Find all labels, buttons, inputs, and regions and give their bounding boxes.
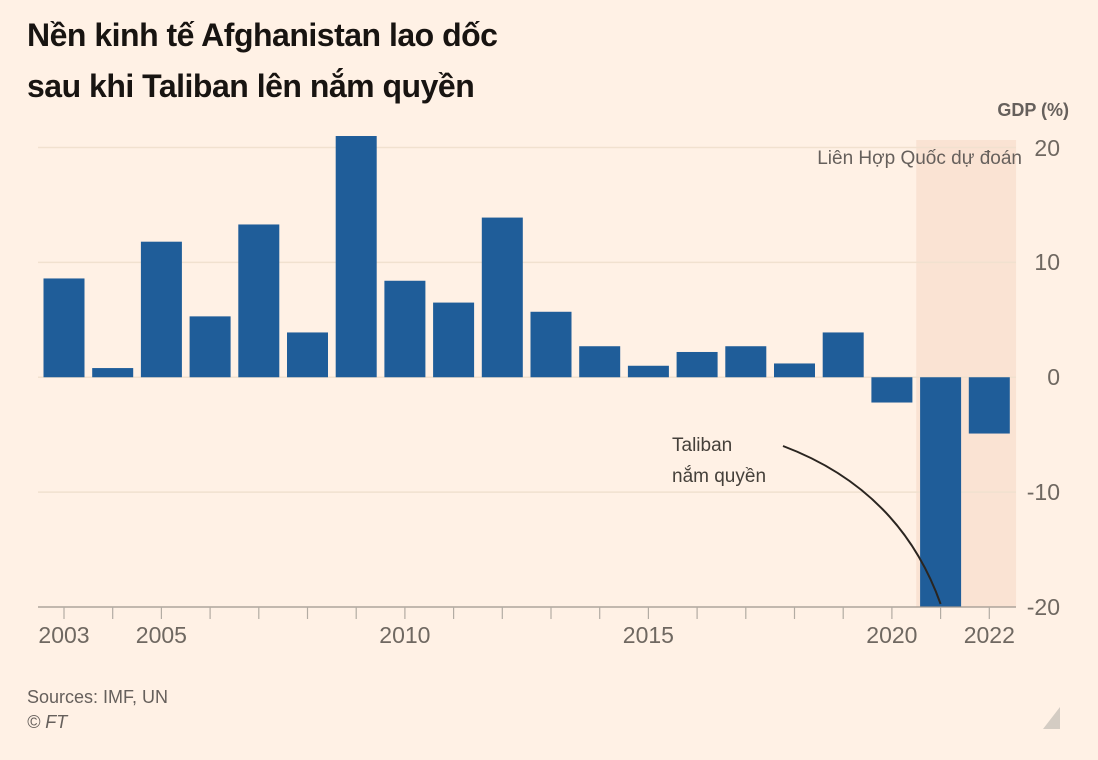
chart-title-line-2: sau khi Taliban lên nắm quyền (27, 68, 475, 104)
y-axis-tick-label-20: 20 (1034, 134, 1060, 161)
bar-2004 (92, 368, 134, 378)
y-axis-tick-label--10: -10 (1026, 479, 1060, 506)
bar-2014 (579, 346, 621, 378)
x-axis-tick-label-2022: 2022 (963, 622, 1015, 648)
bar-2011 (433, 302, 475, 378)
bar-2010 (384, 280, 426, 378)
chart-title: Nền kinh tế Afghanistan lao dốc sau khi … (27, 10, 498, 112)
annotation-text: Taliban nắm quyền (672, 430, 766, 492)
bar-2006 (189, 316, 231, 378)
x-axis-tick-label-2015: 2015 (622, 622, 674, 648)
forecast-band-label: Liên Hợp Quốc dự đoán (817, 148, 1022, 169)
y-axis-unit-label: GDP (%) (997, 100, 1069, 120)
bar-2015 (627, 365, 669, 378)
annotation-text-line-1: Taliban (672, 435, 733, 456)
bar-2013 (530, 311, 572, 378)
bar-2019 (822, 332, 864, 378)
bar-2007 (238, 224, 280, 378)
chart-title-line-1: Nền kinh tế Afghanistan lao dốc (27, 17, 498, 53)
resize-handle-icon[interactable] (1043, 707, 1060, 729)
y-axis-tick-label--20: -20 (1026, 594, 1060, 620)
x-axis-tick-label-2005: 2005 (135, 622, 187, 648)
x-axis-tick-label-2003: 2003 (38, 622, 90, 648)
bar-2021 (920, 377, 962, 607)
y-axis-tick-label-0: 0 (1047, 364, 1060, 391)
x-axis-tick-label-2020: 2020 (866, 622, 918, 648)
x-axis-tick-label-2010: 2010 (379, 622, 431, 648)
bar-2020 (871, 377, 913, 403)
bar-2022 (968, 377, 1010, 434)
y-axis-tick-label-10: 10 (1034, 249, 1060, 276)
sources-text: Sources: IMF, UN (27, 687, 169, 707)
bar-2018 (774, 363, 815, 378)
bar-2009 (335, 136, 377, 378)
annotation-leader-line (782, 445, 942, 605)
bar-2008 (287, 332, 328, 378)
bar-2005 (140, 241, 182, 378)
annotation-text-line-2: nắm quyền (672, 466, 767, 487)
bar-2016 (676, 351, 718, 378)
bar-2003 (43, 278, 85, 378)
ft-copyright: © FT (27, 712, 68, 732)
bar-2012 (481, 217, 523, 378)
bar-2017 (725, 346, 767, 378)
